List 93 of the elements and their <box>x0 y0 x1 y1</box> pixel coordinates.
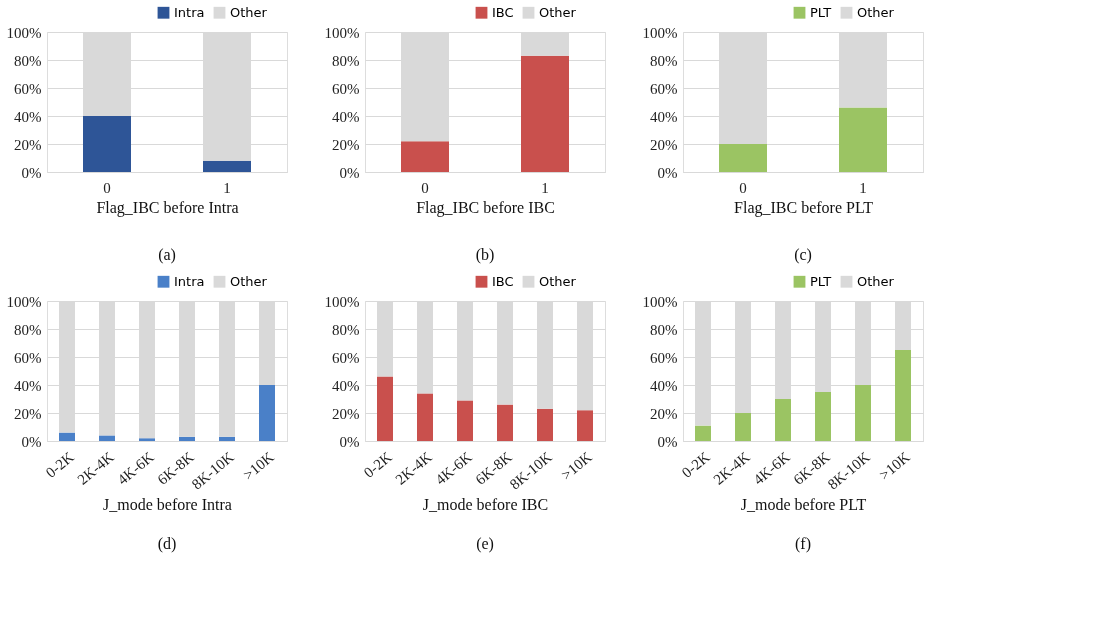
x-tick-label: 1 <box>859 179 867 196</box>
y-tick-label: 80% <box>332 52 360 69</box>
y-tick-label: 40% <box>650 377 678 394</box>
text: (c) <box>794 246 812 264</box>
bar <box>377 376 393 441</box>
legend-label: Other <box>230 4 268 20</box>
y-tick-label: 80% <box>650 321 678 338</box>
y-tick-label: 80% <box>14 52 42 69</box>
bar <box>855 385 871 441</box>
y-tick-label: 80% <box>650 52 678 69</box>
bar <box>537 408 553 441</box>
bar <box>203 160 251 172</box>
bar <box>577 410 593 441</box>
legend-label: Other <box>539 4 577 20</box>
bar <box>457 400 473 441</box>
bar <box>417 393 433 441</box>
bar <box>59 432 75 441</box>
y-tick-label: 60% <box>332 80 360 97</box>
legend-label: Other <box>230 273 268 289</box>
y-tick-label: 100% <box>642 24 678 41</box>
bar <box>401 141 449 172</box>
y-tick-label: 100% <box>6 24 42 41</box>
y-tick-label: 20% <box>650 136 678 153</box>
y-tick-label: 100% <box>6 293 42 310</box>
legend-label: PLT <box>810 4 832 20</box>
bar <box>139 438 155 441</box>
y-tick-label: 80% <box>332 321 360 338</box>
x-tick-label: 1 <box>223 179 231 196</box>
x-axis-title: J_mode before IBC <box>422 495 549 513</box>
y-tick-label: 0% <box>21 164 42 181</box>
bar <box>99 435 115 441</box>
y-tick-label: 40% <box>650 108 678 125</box>
legend-label: IBC <box>492 273 514 289</box>
bar <box>219 436 235 441</box>
x-tick-label: 0-2K <box>42 448 77 481</box>
y-tick-label: 60% <box>14 80 42 97</box>
y-tick-label: 40% <box>14 377 42 394</box>
y-tick-label: 40% <box>332 108 360 125</box>
y-tick-label: 0% <box>339 164 360 181</box>
bar <box>735 413 751 441</box>
text: (d) <box>157 535 177 553</box>
y-tick-label: 0% <box>657 164 678 181</box>
x-tick-label: 0 <box>739 179 747 196</box>
x-axis-title: J_mode before Intra <box>103 495 232 513</box>
legend-label: IBC <box>492 4 514 20</box>
y-tick-label: 0% <box>657 433 678 450</box>
legend-label: Other <box>857 273 895 289</box>
bar <box>815 392 831 441</box>
legend-label: Other <box>857 4 895 20</box>
y-tick-label: 60% <box>332 349 360 366</box>
y-tick-label: 40% <box>332 377 360 394</box>
x-tick-label: 0 <box>103 179 111 196</box>
y-tick-label: 80% <box>14 321 42 338</box>
bar <box>83 116 131 172</box>
y-tick-label: 100% <box>324 24 360 41</box>
legend-label: PLT <box>810 273 832 289</box>
text: (f) <box>795 535 811 553</box>
y-tick-label: 20% <box>14 405 42 422</box>
bar <box>695 425 711 441</box>
y-tick-label: 20% <box>14 136 42 153</box>
x-axis-title: Flag_IBC before PLT <box>734 198 874 217</box>
y-tick-label: 40% <box>14 108 42 125</box>
text: (e) <box>476 535 494 553</box>
bar <box>521 55 569 172</box>
legend-label: Intra <box>174 4 205 20</box>
y-tick-label: 100% <box>324 293 360 310</box>
x-axis-title: J_mode before PLT <box>740 495 867 513</box>
text: (a) <box>158 246 176 264</box>
x-axis-title: Flag_IBC before Intra <box>96 198 239 217</box>
y-tick-label: 0% <box>21 433 42 450</box>
y-tick-label: 20% <box>332 136 360 153</box>
bar <box>839 107 887 172</box>
legend-label: Other <box>539 273 577 289</box>
x-tick-label: 0-2K <box>360 448 395 481</box>
y-tick-label: 20% <box>332 405 360 422</box>
bar <box>719 144 767 172</box>
bar <box>179 436 195 441</box>
x-tick-label: 0-2K <box>678 448 713 481</box>
y-tick-label: 20% <box>650 405 678 422</box>
bar <box>259 385 275 441</box>
legend-label: Intra <box>174 273 205 289</box>
x-axis-title: Flag_IBC before IBC <box>416 198 555 217</box>
bar <box>895 350 911 441</box>
y-tick-label: 60% <box>650 80 678 97</box>
x-tick-label: 1 <box>541 179 549 196</box>
bar <box>775 399 791 441</box>
y-tick-label: 0% <box>339 433 360 450</box>
text: (b) <box>475 246 495 264</box>
y-tick-label: 100% <box>642 293 678 310</box>
y-tick-label: 60% <box>650 349 678 366</box>
x-tick-label: 0 <box>421 179 429 196</box>
bar <box>497 404 513 441</box>
y-tick-label: 60% <box>14 349 42 366</box>
